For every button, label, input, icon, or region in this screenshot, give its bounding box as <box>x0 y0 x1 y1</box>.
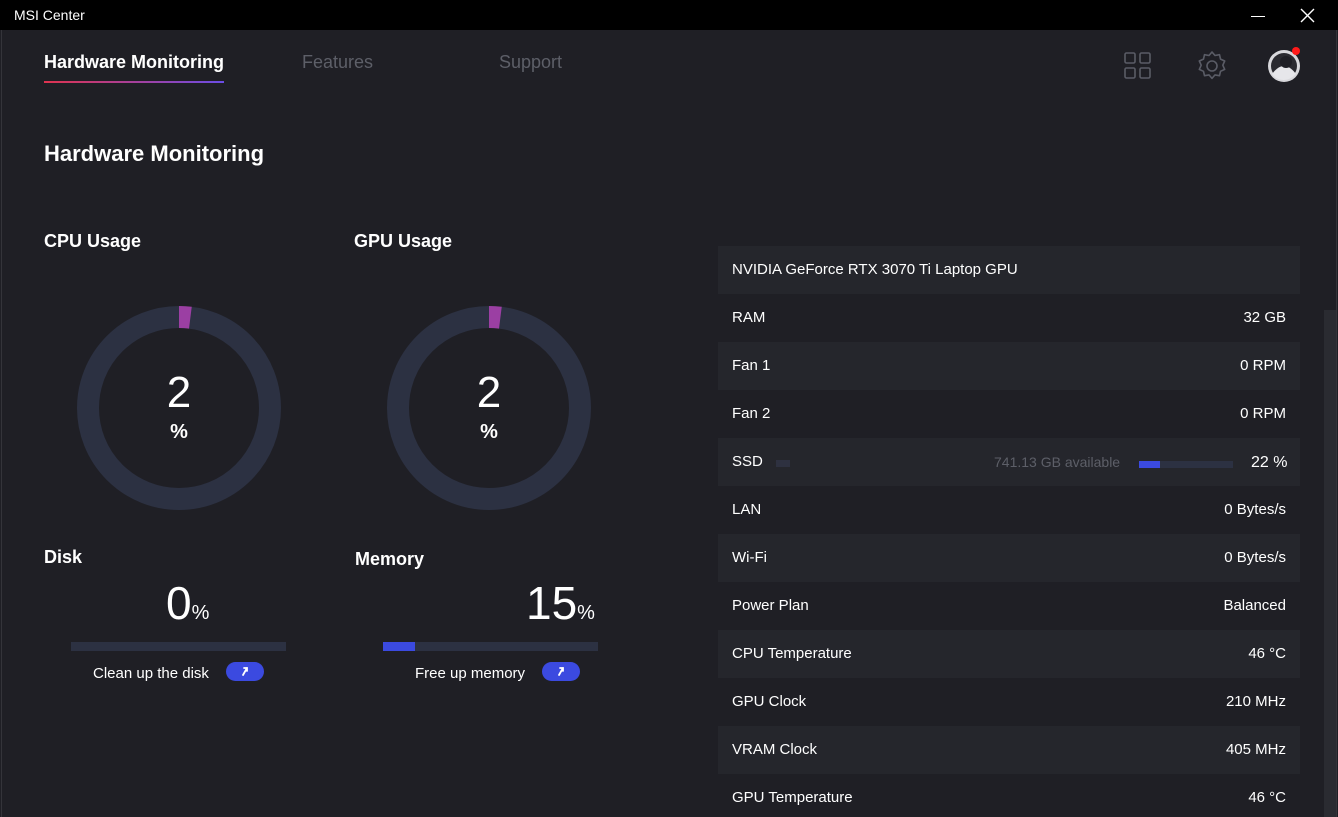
row-value: 0 RPM <box>1240 405 1286 422</box>
info-row-gpu-clock: GPU Clock 210 MHz <box>718 678 1300 726</box>
gpu-usage-value: 2 <box>476 368 502 417</box>
row-value: 0 Bytes/s <box>1224 549 1286 566</box>
row-label: Power Plan <box>732 597 809 614</box>
memory-unit: % <box>577 602 595 624</box>
system-info-panel: NVIDIA GeForce RTX 3070 Ti Laptop GPU RA… <box>718 246 1300 817</box>
clean-disk-label: Clean up the disk <box>93 665 209 682</box>
info-panel-scrollbar[interactable] <box>1324 310 1336 817</box>
memory-title: Memory <box>355 549 425 569</box>
disk-unit: % <box>191 602 210 624</box>
gpu-name: NVIDIA GeForce RTX 3070 Ti Laptop GPU <box>732 261 1018 278</box>
row-value: Balanced <box>1223 597 1286 614</box>
row-label: CPU Temperature <box>732 645 852 662</box>
cpu-usage-unit: % <box>170 421 188 443</box>
memory-usage-bar-fill <box>383 642 416 651</box>
tab-support[interactable]: Support <box>499 52 562 73</box>
gpu-usage-gauge: 2 % <box>384 303 594 513</box>
ssd-usage-bar-fill <box>1139 461 1160 468</box>
row-value: 46 °C <box>1248 789 1286 806</box>
info-row-lan: LAN 0 Bytes/s <box>718 486 1300 534</box>
ssd-available: 741.13 GB available <box>994 454 1121 470</box>
memory-value: 15 <box>526 577 578 629</box>
row-label: Fan 2 <box>732 405 771 422</box>
row-label: VRAM Clock <box>732 741 818 758</box>
row-label: LAN <box>732 501 762 518</box>
row-value: 32 GB <box>1243 309 1286 326</box>
page-title: Hardware Monitoring <box>44 141 265 166</box>
window-title: MSI Center <box>14 7 85 23</box>
tab-label: Support <box>499 52 563 72</box>
info-row-ssd: SSD 741.13 GB available 22 % <box>718 438 1300 486</box>
grid-icon[interactable] <box>1120 48 1156 84</box>
gpu-gauge-ring <box>387 306 591 510</box>
info-row-power-plan: Power Plan Balanced <box>718 582 1300 630</box>
row-value: 0 Bytes/s <box>1224 501 1286 518</box>
info-row-cpu-temperature: CPU Temperature 46 °C <box>718 630 1300 678</box>
row-value: 405 MHz <box>1225 741 1286 758</box>
gpu-name-row: NVIDIA GeForce RTX 3070 Ti Laptop GPU <box>718 246 1300 294</box>
row-label: GPU Temperature <box>732 789 853 806</box>
info-row-wifi: Wi-Fi 0 Bytes/s <box>718 534 1300 582</box>
ssd-usage-bar <box>1139 461 1233 468</box>
tab-label: Features <box>302 52 374 72</box>
cpu-usage-gauge: 2 % <box>74 303 284 513</box>
avatar[interactable] <box>1266 47 1302 84</box>
free-memory-label: Free up memory <box>415 665 526 682</box>
row-value: 210 MHz <box>1225 693 1286 710</box>
row-label: Wi-Fi <box>732 549 767 566</box>
cpu-usage-value: 2 <box>166 368 192 417</box>
arrow-up-icon <box>242 667 248 676</box>
info-row-vram-clock: VRAM Clock 405 MHz <box>718 726 1300 774</box>
title-bar: MSI Center <box>0 0 1338 30</box>
gpu-usage-unit: % <box>480 421 498 443</box>
info-row-fan1: Fan 1 0 RPM <box>718 342 1300 390</box>
row-label: Fan 1 <box>732 357 771 374</box>
active-tab-underline <box>44 81 225 83</box>
row-label: RAM <box>732 309 766 326</box>
ssd-usage-value: 22 % <box>1251 454 1288 471</box>
row-value: 46 °C <box>1248 645 1286 662</box>
clean-disk-button[interactable] <box>226 662 264 681</box>
cpu-usage-title: CPU Usage <box>44 231 142 251</box>
memory-usage-value: 15% <box>526 580 595 636</box>
disk-value: 0 <box>166 577 192 629</box>
disk-title: Disk <box>44 547 83 567</box>
info-row-ram: RAM 32 GB <box>718 294 1300 342</box>
tab-hardware-monitoring[interactable]: Hardware Monitoring <box>44 52 225 83</box>
close-button[interactable] <box>1284 0 1330 30</box>
notification-dot <box>1292 47 1300 55</box>
free-memory-button[interactable] <box>542 662 580 681</box>
disk-usage-bar <box>71 642 286 651</box>
memory-usage-bar <box>383 642 598 651</box>
info-row-fan2: Fan 2 0 RPM <box>718 390 1300 438</box>
row-value: 0 RPM <box>1240 357 1286 374</box>
row-label: SSD <box>732 453 763 470</box>
arrow-up-icon <box>558 667 564 676</box>
close-icon <box>1300 8 1315 23</box>
gpu-usage-title: GPU Usage <box>354 231 453 251</box>
minimize-button[interactable] <box>1235 0 1281 30</box>
cpu-gauge-ring <box>77 306 281 510</box>
row-label: GPU Clock <box>732 693 807 710</box>
app-window: Hardware Monitoring Features Support Ha <box>1 30 1337 817</box>
tab-label: Hardware Monitoring <box>44 52 225 72</box>
info-row-gpu-temperature: GPU Temperature 46 °C <box>718 774 1300 817</box>
disk-usage-value: 0% <box>166 580 209 636</box>
tab-features[interactable]: Features <box>302 52 373 73</box>
ssd-drive-indicator <box>776 460 790 467</box>
gear-icon[interactable] <box>1194 48 1230 84</box>
